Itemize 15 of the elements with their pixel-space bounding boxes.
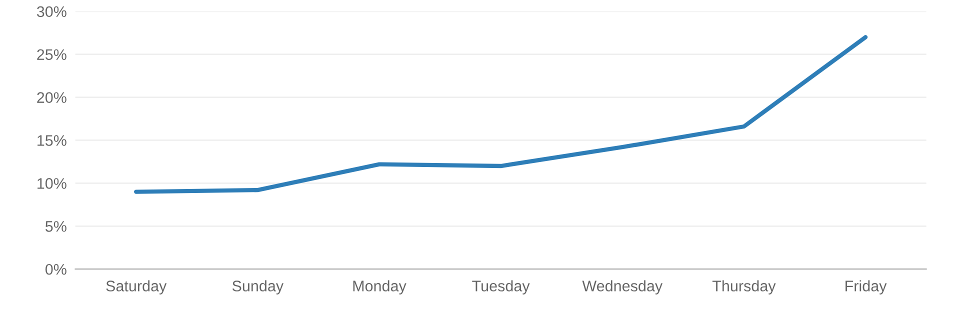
line-series (134, 35, 868, 194)
y-tick-label: 5% (45, 221, 66, 232)
y-tick-label: 15% (38, 135, 66, 146)
y-tick-label: 30% (36, 6, 66, 18)
x-tick-label: Wednesday (582, 280, 663, 294)
y-tick-label: 20% (37, 92, 66, 103)
y-tick-label: 0% (45, 264, 66, 275)
x-tick-label: Friday (846, 280, 887, 294)
x-tick-label: Thursday (712, 280, 776, 294)
x-tick-label: Saturday (106, 280, 167, 294)
y-tick-label: 25% (37, 49, 66, 60)
x-tick-label: Tuesday (472, 280, 530, 294)
x-tick-label: Sunday (232, 280, 284, 294)
x-tick-label: Monday (353, 280, 406, 294)
y-tick-label: 10% (38, 178, 66, 189)
